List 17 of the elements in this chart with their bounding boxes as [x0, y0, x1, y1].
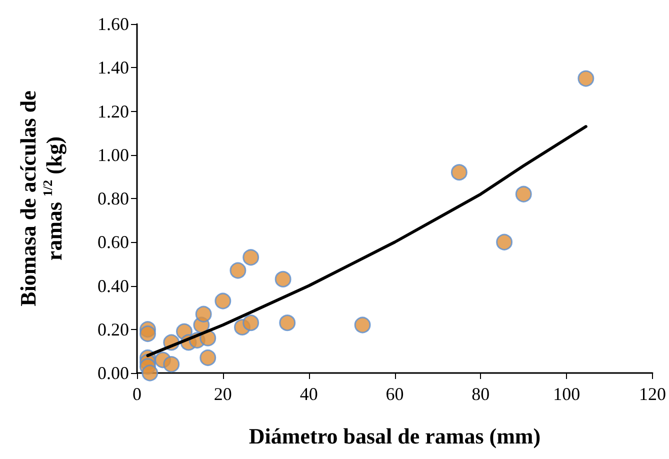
x-axis-title: Diámetro basal de ramas (mm) — [248, 424, 541, 448]
x-tick-label: 120 — [639, 384, 666, 404]
x-tick-label: 40 — [300, 384, 318, 404]
y-tick-label: 0.80 — [98, 188, 129, 208]
x-tick-label: 20 — [214, 384, 232, 404]
y-tick-label: 1.20 — [98, 101, 129, 122]
y-tick-label: 0.40 — [98, 276, 129, 296]
x-tick-label: 60 — [386, 384, 404, 404]
y-tick-label: 0.00 — [98, 363, 129, 383]
y-tick-label: 0.60 — [98, 232, 129, 252]
y-tick-label: 1.60 — [98, 14, 129, 34]
x-tick-label: 0 — [132, 384, 142, 404]
x-tick-label: 80 — [472, 384, 490, 404]
x-tick-label: 100 — [553, 384, 580, 404]
y-tick-label: 1.00 — [98, 144, 129, 165]
y-tick-label: 0.20 — [98, 319, 129, 340]
y-tick-label: 1.40 — [98, 58, 129, 78]
